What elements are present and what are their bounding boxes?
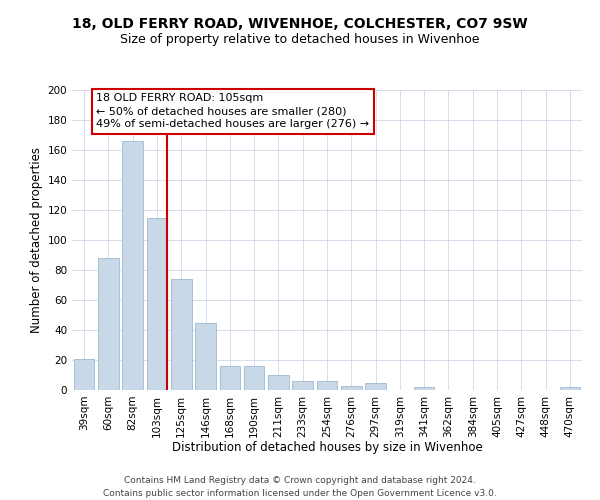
Bar — [195, 322, 216, 390]
Bar — [171, 279, 191, 390]
Text: Contains HM Land Registry data © Crown copyright and database right 2024.
Contai: Contains HM Land Registry data © Crown c… — [103, 476, 497, 498]
Bar — [414, 387, 434, 390]
Text: 18 OLD FERRY ROAD: 105sqm
← 50% of detached houses are smaller (280)
49% of semi: 18 OLD FERRY ROAD: 105sqm ← 50% of detac… — [96, 93, 370, 130]
Bar — [317, 381, 337, 390]
Bar — [146, 218, 167, 390]
X-axis label: Distribution of detached houses by size in Wivenhoe: Distribution of detached houses by size … — [172, 441, 482, 454]
Bar — [220, 366, 240, 390]
Bar — [268, 375, 289, 390]
Bar — [98, 258, 119, 390]
Bar — [365, 382, 386, 390]
Bar — [560, 387, 580, 390]
Text: Size of property relative to detached houses in Wivenhoe: Size of property relative to detached ho… — [120, 32, 480, 46]
Text: 18, OLD FERRY ROAD, WIVENHOE, COLCHESTER, CO7 9SW: 18, OLD FERRY ROAD, WIVENHOE, COLCHESTER… — [72, 18, 528, 32]
Bar — [244, 366, 265, 390]
Bar — [74, 358, 94, 390]
Bar — [292, 381, 313, 390]
Bar — [122, 141, 143, 390]
Y-axis label: Number of detached properties: Number of detached properties — [30, 147, 43, 333]
Bar — [341, 386, 362, 390]
